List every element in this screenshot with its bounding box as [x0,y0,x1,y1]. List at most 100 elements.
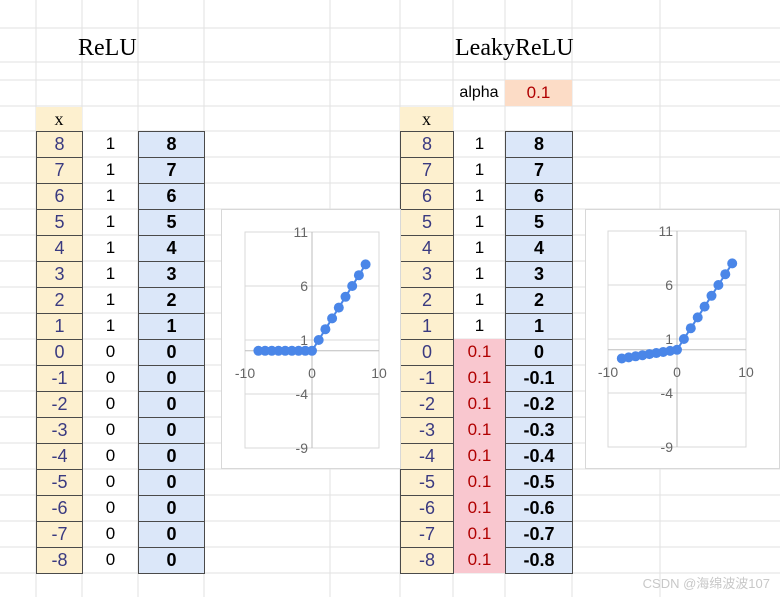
leaky-y-cell[interactable]: 3 [505,261,573,288]
leaky-derivative-cell[interactable]: 0.1 [454,443,505,469]
relu-derivative-cell[interactable]: 0 [105,394,116,413]
relu-x-cell[interactable]: -7 [36,521,83,548]
alpha-label[interactable]: alpha [459,84,499,101]
relu-derivative-cell[interactable]: 0 [105,498,116,517]
leaky-y-cell[interactable]: -0.5 [505,469,573,496]
relu-derivative-cell[interactable]: 0 [105,472,116,491]
leaky-y-cell[interactable]: -0.2 [505,391,573,418]
leaky-y-cell[interactable]: 0 [505,339,573,366]
relu-y-cell[interactable]: 0 [138,547,205,574]
leakyrelu-chart[interactable]: 11 6 1 -4 -9 -10 0 10 [585,209,780,469]
relu-x-cell[interactable]: -6 [36,495,83,522]
relu-derivative-cell[interactable]: 1 [105,264,116,283]
relu-derivative-cell[interactable]: 1 [105,134,116,153]
relu-derivative-cell[interactable]: 1 [105,212,116,231]
leaky-y-cell[interactable]: 2 [505,287,573,314]
leaky-x-header[interactable]: x [400,107,453,131]
relu-x-cell[interactable]: 4 [36,235,83,262]
relu-y-cell[interactable]: 6 [138,183,205,210]
relu-x-cell[interactable]: -3 [36,417,83,444]
leaky-y-cell[interactable]: -0.8 [505,547,573,574]
relu-x-cell[interactable]: -8 [36,547,83,574]
leaky-derivative-cell[interactable]: 1 [474,186,485,205]
relu-y-cell[interactable]: 3 [138,261,205,288]
relu-derivative-cell[interactable]: 1 [105,290,116,309]
relu-x-cell[interactable]: 8 [36,131,83,158]
relu-derivative-cell[interactable]: 1 [105,316,116,335]
relu-y-cell[interactable]: 5 [138,209,205,236]
leaky-x-cell[interactable]: 2 [400,287,454,314]
relu-x-cell[interactable]: 0 [36,339,83,366]
relu-y-cell[interactable]: 0 [138,495,205,522]
relu-y-cell[interactable]: 0 [138,365,205,392]
leaky-x-cell[interactable]: -6 [400,495,454,522]
relu-x-cell[interactable]: 1 [36,313,83,340]
leaky-derivative-cell[interactable]: 1 [474,134,485,153]
relu-derivative-cell[interactable]: 0 [105,342,116,361]
leaky-y-cell[interactable]: 7 [505,157,573,184]
leaky-derivative-cell[interactable]: 0.1 [454,365,505,391]
leaky-x-cell[interactable]: -5 [400,469,454,496]
leaky-derivative-cell[interactable]: 0.1 [454,417,505,443]
leaky-derivative-cell[interactable]: 0.1 [454,391,505,417]
leaky-y-cell[interactable]: 8 [505,131,573,158]
leaky-x-cell[interactable]: 5 [400,209,454,236]
relu-y-cell[interactable]: 0 [138,521,205,548]
relu-derivative-cell[interactable]: 0 [105,550,116,569]
relu-derivative-cell[interactable]: 1 [105,160,116,179]
leaky-derivative-cell[interactable]: 1 [474,212,485,231]
leaky-derivative-cell[interactable]: 1 [474,290,485,309]
relu-y-cell[interactable]: 0 [138,469,205,496]
relu-derivative-cell[interactable]: 1 [105,238,116,257]
leaky-x-cell[interactable]: -8 [400,547,454,574]
leaky-x-cell[interactable]: -1 [400,365,454,392]
leaky-y-cell[interactable]: -0.1 [505,365,573,392]
leaky-y-cell[interactable]: -0.3 [505,417,573,444]
relu-y-cell[interactable]: 2 [138,287,205,314]
relu-derivative-cell[interactable]: 0 [105,368,116,387]
leaky-x-cell[interactable]: -2 [400,391,454,418]
leaky-x-cell[interactable]: -4 [400,443,454,470]
leaky-x-cell[interactable]: 3 [400,261,454,288]
relu-x-cell[interactable]: -4 [36,443,83,470]
relu-x-cell[interactable]: 5 [36,209,83,236]
relu-y-cell[interactable]: 0 [138,339,205,366]
leaky-derivative-cell[interactable]: 1 [474,264,485,283]
relu-x-cell[interactable]: -5 [36,469,83,496]
leaky-x-cell[interactable]: 6 [400,183,454,210]
relu-y-cell[interactable]: 8 [138,131,205,158]
relu-x-cell[interactable]: -2 [36,391,83,418]
relu-x-cell[interactable]: 2 [36,287,83,314]
relu-x-cell[interactable]: 6 [36,183,83,210]
leaky-x-cell[interactable]: 7 [400,157,454,184]
leaky-x-cell[interactable]: 4 [400,235,454,262]
leaky-y-cell[interactable]: 5 [505,209,573,236]
relu-y-cell[interactable]: 7 [138,157,205,184]
leaky-y-cell[interactable]: 6 [505,183,573,210]
leaky-x-cell[interactable]: 0 [400,339,454,366]
relu-x-header[interactable]: x [36,107,82,131]
leaky-derivative-cell[interactable]: 1 [474,160,485,179]
relu-y-cell[interactable]: 4 [138,235,205,262]
leaky-y-cell[interactable]: -0.6 [505,495,573,522]
leaky-x-cell[interactable]: -7 [400,521,454,548]
leaky-derivative-cell[interactable]: 0.1 [454,547,505,573]
relu-derivative-cell[interactable]: 0 [105,420,116,439]
leaky-derivative-cell[interactable]: 0.1 [454,339,505,365]
relu-chart[interactable]: 11 6 1 -4 -9 -10 0 10 [221,209,401,469]
leaky-x-cell[interactable]: -3 [400,417,454,444]
leaky-x-cell[interactable]: 8 [400,131,454,158]
leaky-y-cell[interactable]: -0.4 [505,443,573,470]
relu-y-cell[interactable]: 0 [138,417,205,444]
relu-x-cell[interactable]: 7 [36,157,83,184]
leaky-derivative-cell[interactable]: 0.1 [454,469,505,495]
relu-derivative-cell[interactable]: 0 [105,446,116,465]
relu-y-cell[interactable]: 0 [138,391,205,418]
relu-derivative-cell[interactable]: 1 [105,186,116,205]
relu-y-cell[interactable]: 1 [138,313,205,340]
leaky-y-cell[interactable]: 1 [505,313,573,340]
leaky-derivative-cell[interactable]: 0.1 [454,521,505,547]
relu-derivative-cell[interactable]: 0 [105,524,116,543]
relu-x-cell[interactable]: -1 [36,365,83,392]
leaky-derivative-cell[interactable]: 1 [474,238,485,257]
